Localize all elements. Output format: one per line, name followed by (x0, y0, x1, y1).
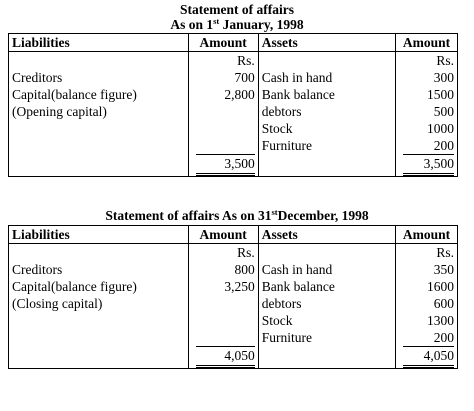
statement1-header-row: Liabilities Amount Assets Amount (8, 33, 458, 52)
assets-header: Assets (257, 225, 397, 244)
assets-total: 3,500 (403, 155, 454, 176)
amount2-header: Amount (395, 33, 458, 52)
liabilities-amount-column: Rs. 800 3,250 4,050 (187, 243, 259, 369)
statement2-title: Statement of affairs As on 31stDecember,… (0, 208, 474, 223)
asset-amount: 1500 (427, 87, 454, 102)
asset-label: Cash in hand (261, 262, 333, 277)
statement2-title-suffix: December, 1998 (277, 208, 369, 223)
liability-label: (Closing capital) (12, 296, 103, 311)
liabilities-total-box: 4,050 (195, 346, 255, 368)
liability-amount: 800 (234, 262, 255, 277)
asset-label: Bank balance (261, 279, 335, 294)
liabilities-total-box: 3,500 (195, 154, 255, 176)
statement2-body-row: Creditors Capital(balance figure) (Closi… (8, 243, 458, 369)
liability-label: (Opening capital) (12, 104, 107, 119)
currency-label: Rs. (237, 245, 255, 260)
liabilities-total: 4,050 (195, 347, 255, 368)
liability-label: Creditors (12, 262, 63, 277)
assets-amount-column: Rs. 350 1600 600 1300 200 4,050 (395, 243, 458, 369)
asset-label: debtors (261, 104, 302, 119)
currency-label: Rs. (436, 245, 454, 260)
assets-column: Cash in hand Bank balance debtors Stock … (257, 243, 397, 369)
liability-amount: 700 (234, 70, 255, 85)
statement1-title-sup: st (213, 16, 220, 26)
assets-header: Assets (257, 33, 397, 52)
asset-amount: 1300 (427, 313, 454, 328)
liabilities-column: Creditors Capital(balance figure) (Closi… (8, 243, 189, 369)
asset-label: Stock (261, 313, 293, 328)
liability-amount: 3,250 (224, 279, 255, 294)
asset-amount: 300 (433, 70, 454, 85)
liability-label: Capital(balance figure) (12, 87, 137, 102)
asset-amount: 1600 (427, 279, 454, 294)
asset-amount: 600 (433, 296, 454, 311)
assets-total-box: 4,050 (403, 346, 454, 368)
amount-header: Amount (187, 33, 259, 52)
liability-label: Capital(balance figure) (12, 279, 137, 294)
asset-label: Bank balance (261, 87, 335, 102)
asset-label: Furniture (261, 138, 313, 153)
liability-label: Creditors (12, 70, 63, 85)
liability-amount: 2,800 (224, 87, 255, 102)
statement2-header-row: Liabilities Amount Assets Amount (8, 225, 458, 244)
asset-amount: 500 (433, 104, 454, 119)
statement1-title-line2: As on 1st January, 1998 (0, 17, 474, 32)
asset-amount: 200 (433, 330, 454, 345)
asset-label: Cash in hand (261, 70, 333, 85)
statement1-title-line1: Statement of affairs (180, 2, 294, 17)
liabilities-column: Creditors Capital(balance figure) (Openi… (8, 51, 189, 177)
asset-label: debtors (261, 296, 302, 311)
asset-label: Stock (261, 121, 293, 136)
amount-header: Amount (187, 225, 259, 244)
liabilities-total: 3,500 (195, 155, 255, 176)
liabilities-amount-column: Rs. 700 2,800 3,500 (187, 51, 259, 177)
statement1-body-row: Creditors Capital(balance figure) (Openi… (8, 51, 458, 177)
assets-column: Cash in hand Bank balance debtors Stock … (257, 51, 397, 177)
statement1-table: Liabilities Amount Assets Amount Credito… (8, 33, 458, 177)
currency-label: Rs. (436, 53, 454, 68)
currency-label: Rs. (237, 53, 255, 68)
liabilities-header: Liabilities (8, 33, 189, 52)
statement2-title-prefix: Statement of affairs As on 31 (105, 208, 272, 223)
asset-label: Furniture (261, 330, 313, 345)
assets-amount-column: Rs. 300 1500 500 1000 200 3,500 (395, 51, 458, 177)
amount2-header: Amount (395, 225, 458, 244)
statement2-title-sup: st (271, 207, 278, 217)
statement1-title-prefix: As on 1 (170, 17, 214, 32)
asset-amount: 1000 (427, 121, 454, 136)
statement2-table: Liabilities Amount Assets Amount Credito… (8, 225, 458, 369)
asset-amount: 200 (433, 138, 454, 153)
statement1-title-suffix: January, 1998 (219, 17, 304, 32)
assets-total-box: 3,500 (403, 154, 454, 176)
assets-total: 4,050 (403, 347, 454, 368)
asset-amount: 350 (433, 262, 454, 277)
liabilities-header: Liabilities (8, 225, 189, 244)
